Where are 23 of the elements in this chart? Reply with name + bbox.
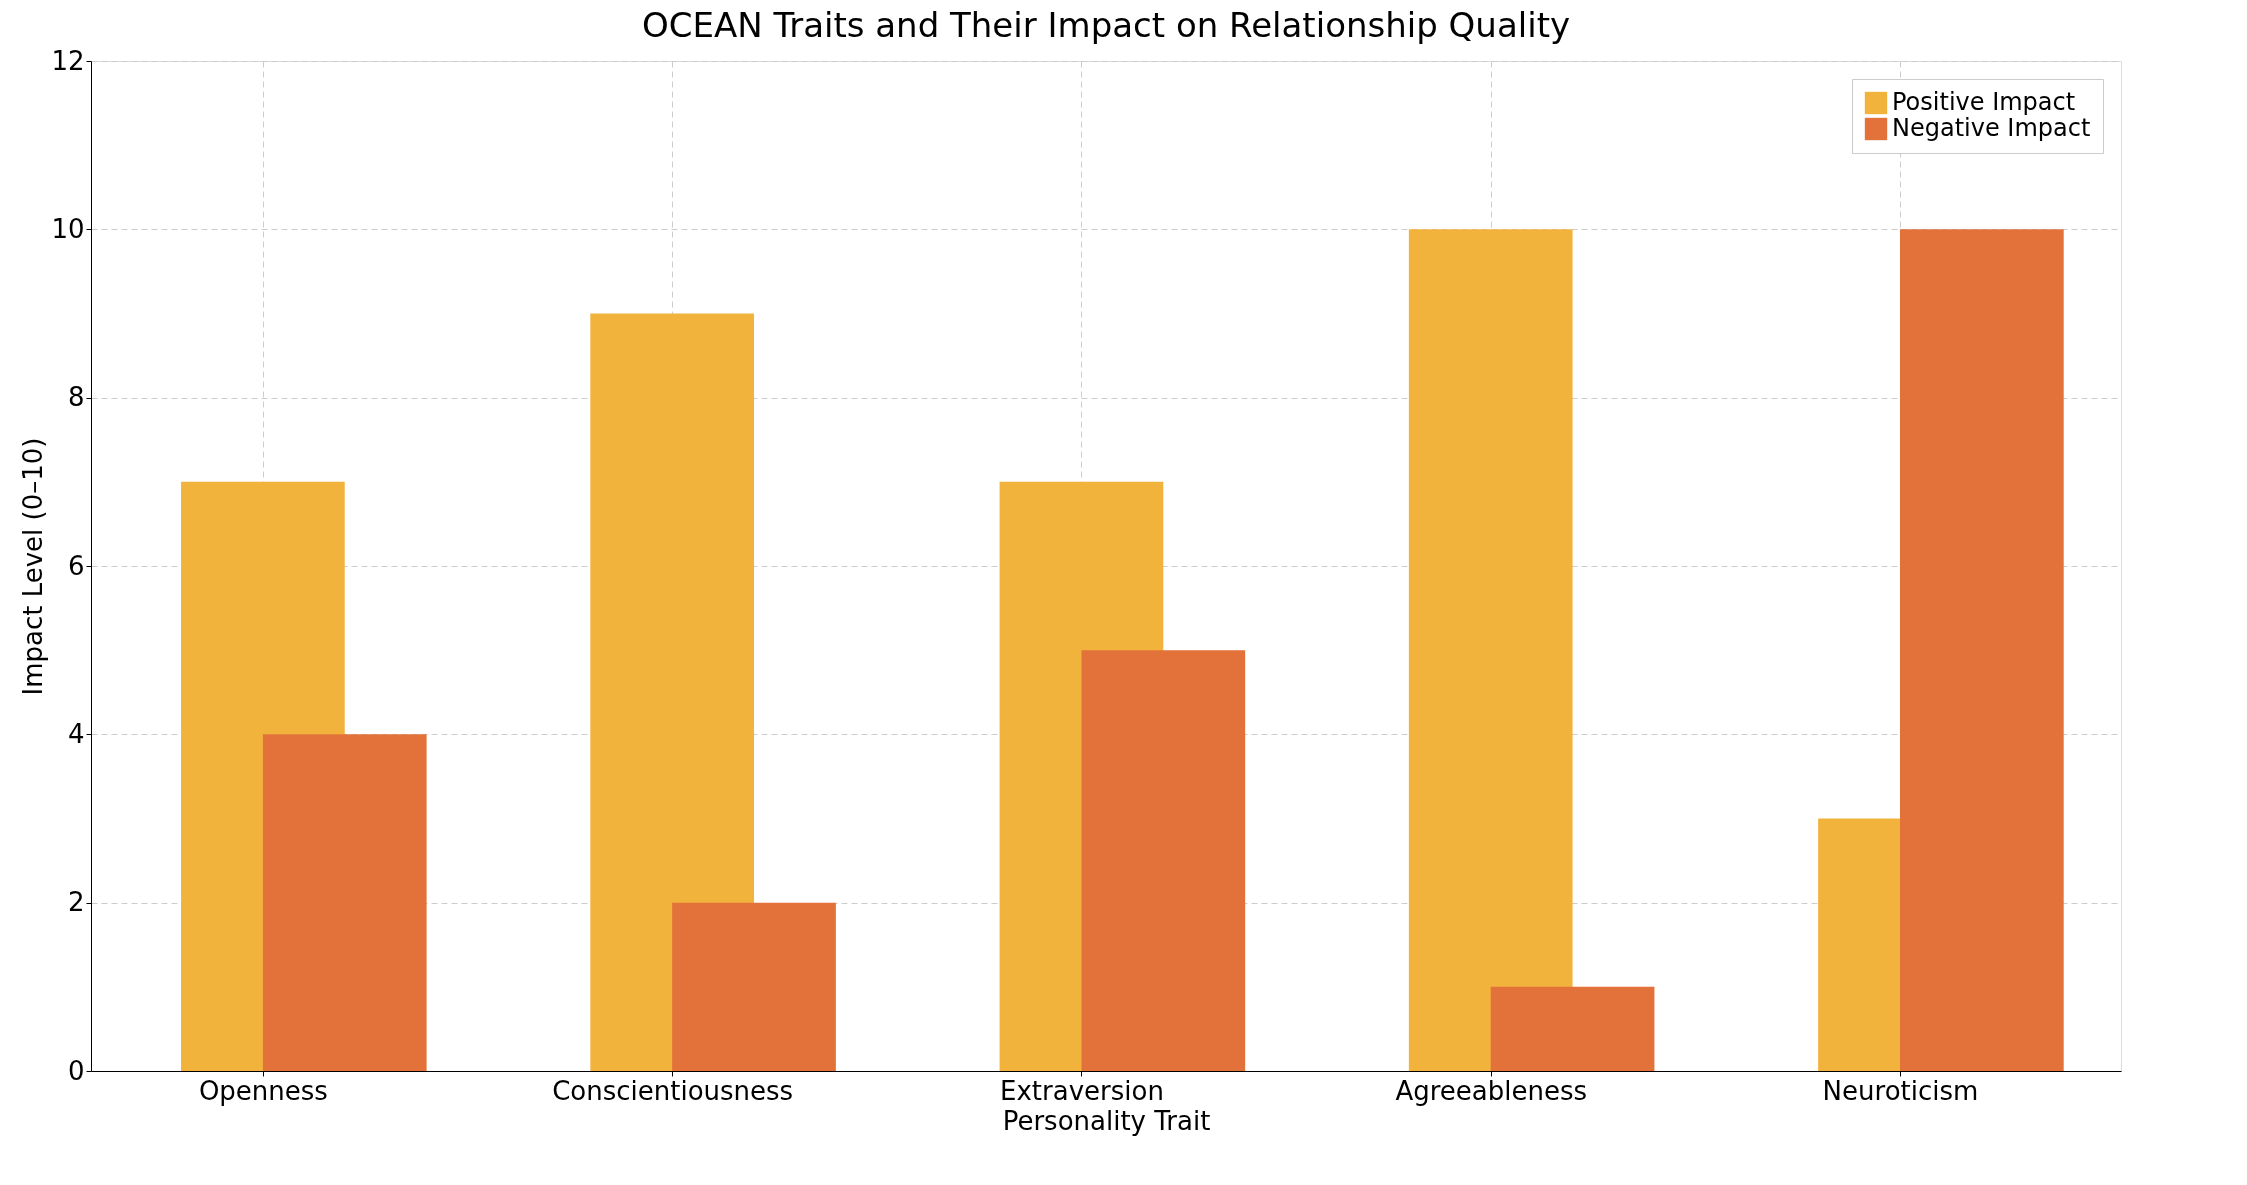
y-tick-label: 6: [67, 550, 85, 581]
legend-label: Positive Impact: [1892, 88, 2076, 116]
y-axis-title: Impact Level (0–10): [18, 437, 49, 696]
bar: [1490, 986, 1655, 1071]
x-tick-label: Conscientiousness: [552, 1075, 794, 1106]
bar: [1081, 650, 1246, 1071]
bar: [1899, 229, 2064, 1071]
x-tick-label: Agreeableness: [1395, 1075, 1588, 1106]
bar: [262, 734, 427, 1071]
y-tick-label: 4: [67, 718, 85, 749]
bar: [1408, 229, 1573, 1071]
x-axis-title: Personality Trait: [1002, 1105, 1211, 1136]
legend-label: Negative Impact: [1892, 114, 2091, 142]
y-tick-label: 2: [67, 887, 85, 918]
x-tick-label: Neuroticism: [1822, 1075, 1979, 1106]
bar: [672, 902, 836, 1071]
x-tick-label: Extraversion: [1000, 1075, 1164, 1106]
y-tick-label: 8: [67, 382, 85, 413]
y-tick-label: 12: [51, 45, 85, 76]
y-tick-label: 0: [67, 1055, 85, 1086]
chart-title: OCEAN Traits and Their Impact on Relationship Quality: [641, 5, 1571, 45]
x-tick-label: Openness: [198, 1075, 328, 1106]
y-tick-label: 10: [51, 213, 85, 244]
